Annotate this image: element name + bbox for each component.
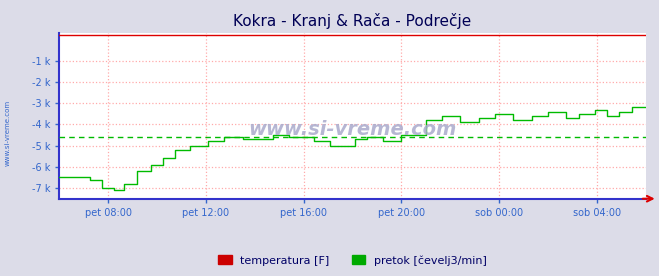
Title: Kokra - Kranj & Rača - Podrečje: Kokra - Kranj & Rača - Podrečje bbox=[233, 13, 472, 29]
Text: www.si-vreme.com: www.si-vreme.com bbox=[248, 120, 457, 139]
Legend: temperatura [F], pretok [čevelj3/min]: temperatura [F], pretok [čevelj3/min] bbox=[214, 251, 492, 270]
Text: www.si-vreme.com: www.si-vreme.com bbox=[5, 99, 11, 166]
